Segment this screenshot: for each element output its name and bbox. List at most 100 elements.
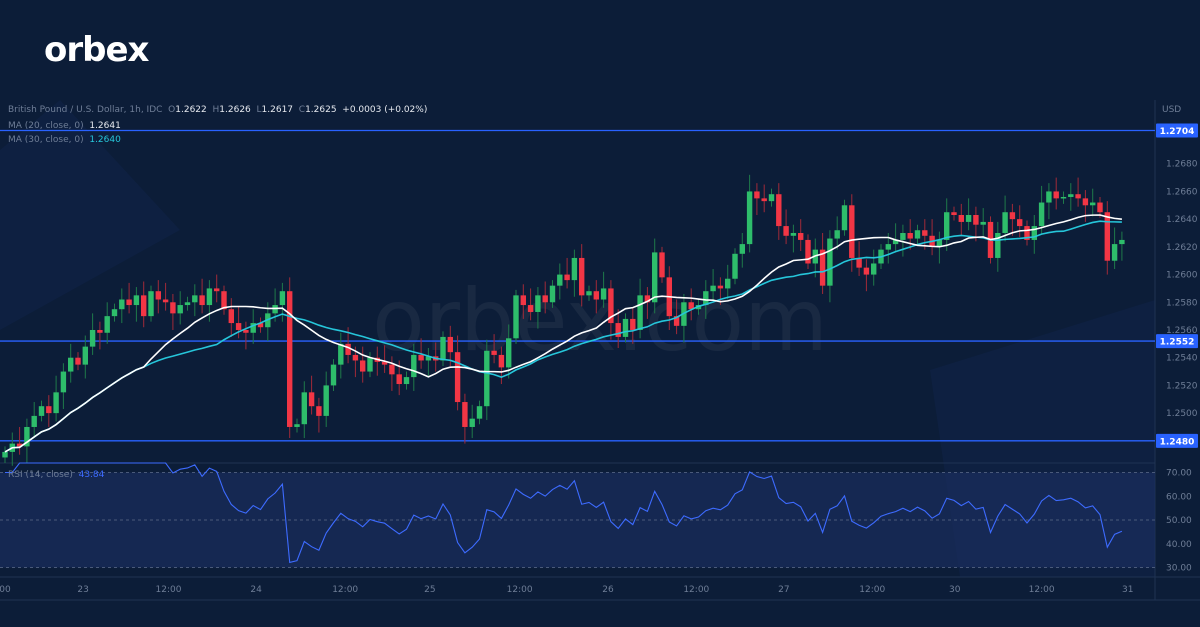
candle-body [323,385,329,416]
time-tick: 31 [1122,585,1133,595]
candle-body [250,323,256,333]
candle-body [834,230,840,239]
candle-body [586,291,592,296]
rsi-label: RSI (14, close) [8,470,73,480]
price-tick: 1.2620 [1166,243,1198,253]
candle-body [338,343,344,365]
candle-body [1082,198,1089,206]
candle-body [184,302,191,306]
candle-body [89,329,96,347]
candle-body [1024,226,1030,240]
candle-body [403,377,410,385]
candle-body [549,285,556,303]
orbex-logo: orbex [44,30,149,70]
time-tick: 12:00 [859,585,885,595]
candle-body [900,233,906,240]
candle-body [308,392,315,407]
price-tick: 1.2640 [1166,215,1198,225]
ma20-line [4,214,1122,453]
candle-body [206,288,213,306]
candle-body [1002,212,1008,234]
candle-body [980,221,986,225]
candle-body [214,288,220,292]
candle-body [498,354,505,368]
candle-body [871,263,877,275]
ma20-label: MA (20, close, 0) [8,121,84,131]
candle-body [352,354,359,361]
candle-body [571,257,578,281]
price-tick: 1.2560 [1166,326,1198,336]
candle-body [615,323,621,337]
low-label: L [256,105,262,115]
candle-body [513,295,519,339]
time-tick: 12:00 [507,585,533,595]
candle-body [82,346,88,365]
candle-body [600,288,607,300]
candle-body [38,406,45,416]
candle-body [1053,191,1059,199]
candle-body [527,305,534,312]
candle-body [60,371,67,393]
candle-body [162,299,169,303]
candle-body [776,194,782,227]
candle-body [564,274,570,281]
candle-body [863,267,870,275]
candle-body [849,205,855,258]
rsi-tick: 30.00 [1166,564,1192,574]
candle-body [148,291,154,317]
candle-body [973,214,979,225]
level-price-tag [1156,433,1198,448]
candle-body [922,230,928,236]
rsi-tick: 50.00 [1166,516,1192,526]
ma30-legend[interactable]: MA (30, close, 0) 1.2640 [8,135,121,145]
price-tick: 1.2520 [1166,381,1198,391]
rsi-tick: 60.00 [1166,492,1192,502]
candle-body [673,316,680,326]
symbol-name: British Pound / U.S. Dollar, 1h, IDC [8,105,163,115]
ma30-value: 1.2640 [89,135,121,145]
rsi-legend[interactable]: RSI (14, close) 43.84 [8,470,104,480]
candle-body [535,295,541,312]
candle-body [1038,202,1045,227]
candle-body [1075,194,1081,199]
time-tick: 12:00 [683,585,709,595]
rsi-tick: 40.00 [1166,540,1192,550]
price-tick: 1.2500 [1166,409,1198,419]
candle-body [462,402,468,427]
candle-body [1009,212,1016,220]
candle-body [746,191,753,245]
candle-body [345,343,351,355]
candle-body [360,360,366,372]
candle-body [630,318,636,330]
candle-body [579,257,585,296]
candle-body [637,295,643,330]
candle-body [892,239,899,245]
candle-body [367,357,373,372]
time-tick: 30 [949,585,961,595]
candle-body [257,323,264,328]
ma20-legend[interactable]: MA (20, close, 0) 1.2641 [8,121,121,131]
level-price-label: 1.2704 [1160,127,1195,137]
price-tick: 1.2580 [1166,298,1198,308]
candle-body [1119,239,1125,245]
candle-body [557,274,563,286]
candle-body [396,374,402,385]
candle-body [768,194,775,202]
close-label: C [298,105,306,115]
candle-body [936,239,943,247]
candle-body [717,285,724,289]
time-tick: 12:00 [156,585,182,595]
watermark: orbex.com [372,271,828,371]
candle-body [622,318,629,337]
candle-body [24,426,30,447]
level-price-label: 1.2552 [1160,338,1195,348]
candle-body [287,291,293,427]
price-tick: 1.2680 [1166,160,1198,170]
symbol-legend: British Pound / U.S. Dollar, 1h, IDC O1.… [8,105,427,115]
candle-body [798,233,804,240]
rsi-line [5,462,1123,564]
price-tick: 1.2600 [1166,271,1198,281]
candle-body [885,244,891,250]
time-tick: 23 [77,585,88,595]
